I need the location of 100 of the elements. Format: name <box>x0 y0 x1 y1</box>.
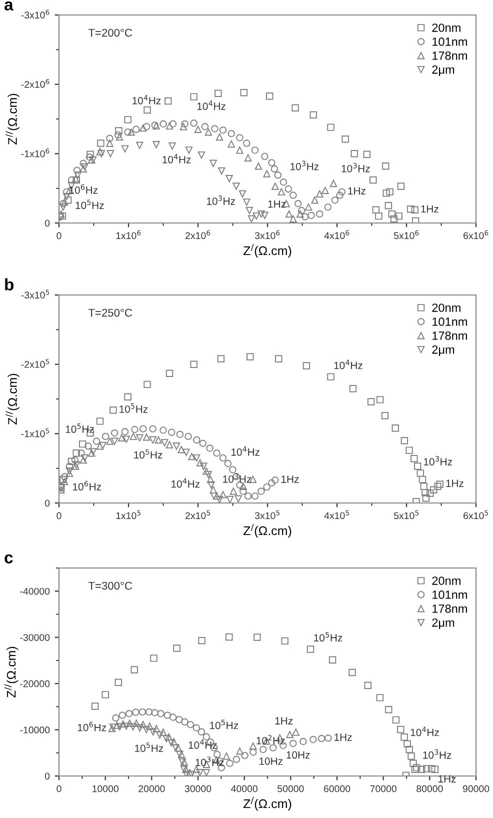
legend-label: 101nm <box>432 590 467 599</box>
point <box>272 182 279 190</box>
x-tick-label: 10000 <box>92 785 118 792</box>
point <box>136 724 144 732</box>
point <box>217 355 225 362</box>
point <box>219 126 227 134</box>
point <box>206 476 214 484</box>
point <box>411 206 418 214</box>
point <box>261 212 268 219</box>
x-tick-label: 5x10$^{5}$ <box>394 510 418 520</box>
point <box>121 145 129 152</box>
point <box>80 160 87 167</box>
chart-title: b <box>5 278 14 290</box>
point <box>390 215 398 222</box>
point <box>172 442 180 450</box>
point <box>84 442 92 450</box>
point <box>110 406 117 414</box>
point <box>198 151 206 159</box>
point <box>349 384 357 392</box>
x-tick-label: 20000 <box>138 785 165 792</box>
legend-label: 2μm <box>432 345 454 356</box>
annotation: 10$^{5}$Hz <box>66 424 94 433</box>
point <box>370 176 377 184</box>
point <box>408 752 415 760</box>
annotation: 10$^{4}$Hz <box>172 478 200 488</box>
point <box>243 198 250 206</box>
point <box>199 440 206 447</box>
annotation: 10$^{4}$Hz <box>162 154 191 164</box>
point <box>154 436 162 444</box>
point <box>119 720 127 728</box>
point <box>208 481 215 489</box>
point <box>234 495 242 502</box>
point <box>304 203 312 211</box>
point <box>80 456 87 464</box>
point <box>96 418 104 425</box>
point <box>300 738 307 746</box>
point <box>270 744 277 752</box>
point <box>186 720 194 728</box>
point <box>211 125 218 132</box>
y-tick-label: 0 <box>44 500 50 507</box>
annotation: 10$^{6}$Hz <box>72 480 102 490</box>
point <box>98 150 106 158</box>
point <box>232 756 240 764</box>
point <box>258 488 265 495</box>
x-tick-label: 2x10$^{5}$ <box>186 510 210 520</box>
point <box>311 196 318 204</box>
point <box>178 446 185 454</box>
point <box>260 746 267 754</box>
point <box>66 462 74 470</box>
point <box>388 210 396 218</box>
point <box>136 434 144 442</box>
point <box>145 708 153 716</box>
point <box>99 442 106 450</box>
point <box>114 678 122 686</box>
point <box>404 740 411 748</box>
legend-label: 101nm <box>432 38 467 46</box>
point <box>236 134 244 142</box>
point <box>342 135 349 143</box>
point <box>152 724 160 732</box>
annotation: 1Hz <box>421 205 438 213</box>
point <box>418 766 426 773</box>
point <box>150 654 158 662</box>
point <box>228 130 235 138</box>
point <box>382 162 390 170</box>
annotation: 10$^{5}$Hz <box>135 742 164 752</box>
point <box>219 491 227 498</box>
point <box>222 752 230 760</box>
point <box>132 126 140 134</box>
point <box>110 429 118 437</box>
x-tick-label: 80000 <box>416 785 443 792</box>
point <box>250 742 257 750</box>
annotation: T=250°C <box>88 308 132 317</box>
point <box>110 438 118 445</box>
point <box>410 455 418 462</box>
y-tick-label: -1x10$^{5}$ <box>21 428 50 438</box>
point <box>275 355 282 362</box>
point <box>285 210 293 218</box>
point <box>219 454 227 462</box>
point <box>78 449 85 457</box>
point <box>144 106 151 114</box>
x-tick-label: 40000 <box>231 785 258 792</box>
point <box>138 708 146 716</box>
point <box>130 432 137 440</box>
y-tick-label: -30000 <box>20 634 50 641</box>
point <box>226 633 233 641</box>
point <box>243 140 250 147</box>
x-axis-title: Z$^{/}$(Ω.cm) <box>243 244 292 258</box>
point <box>216 133 224 141</box>
point <box>274 172 282 179</box>
point <box>68 458 76 466</box>
annotation: 1Hz <box>348 187 366 194</box>
point <box>290 215 297 222</box>
point <box>302 362 310 370</box>
point <box>122 436 130 443</box>
legend-label: 101nm <box>432 318 467 326</box>
point <box>214 90 222 97</box>
point <box>270 165 278 173</box>
point <box>397 182 405 190</box>
y-tick-label: -3x10$^{5}$ <box>21 290 50 299</box>
point <box>81 454 88 462</box>
